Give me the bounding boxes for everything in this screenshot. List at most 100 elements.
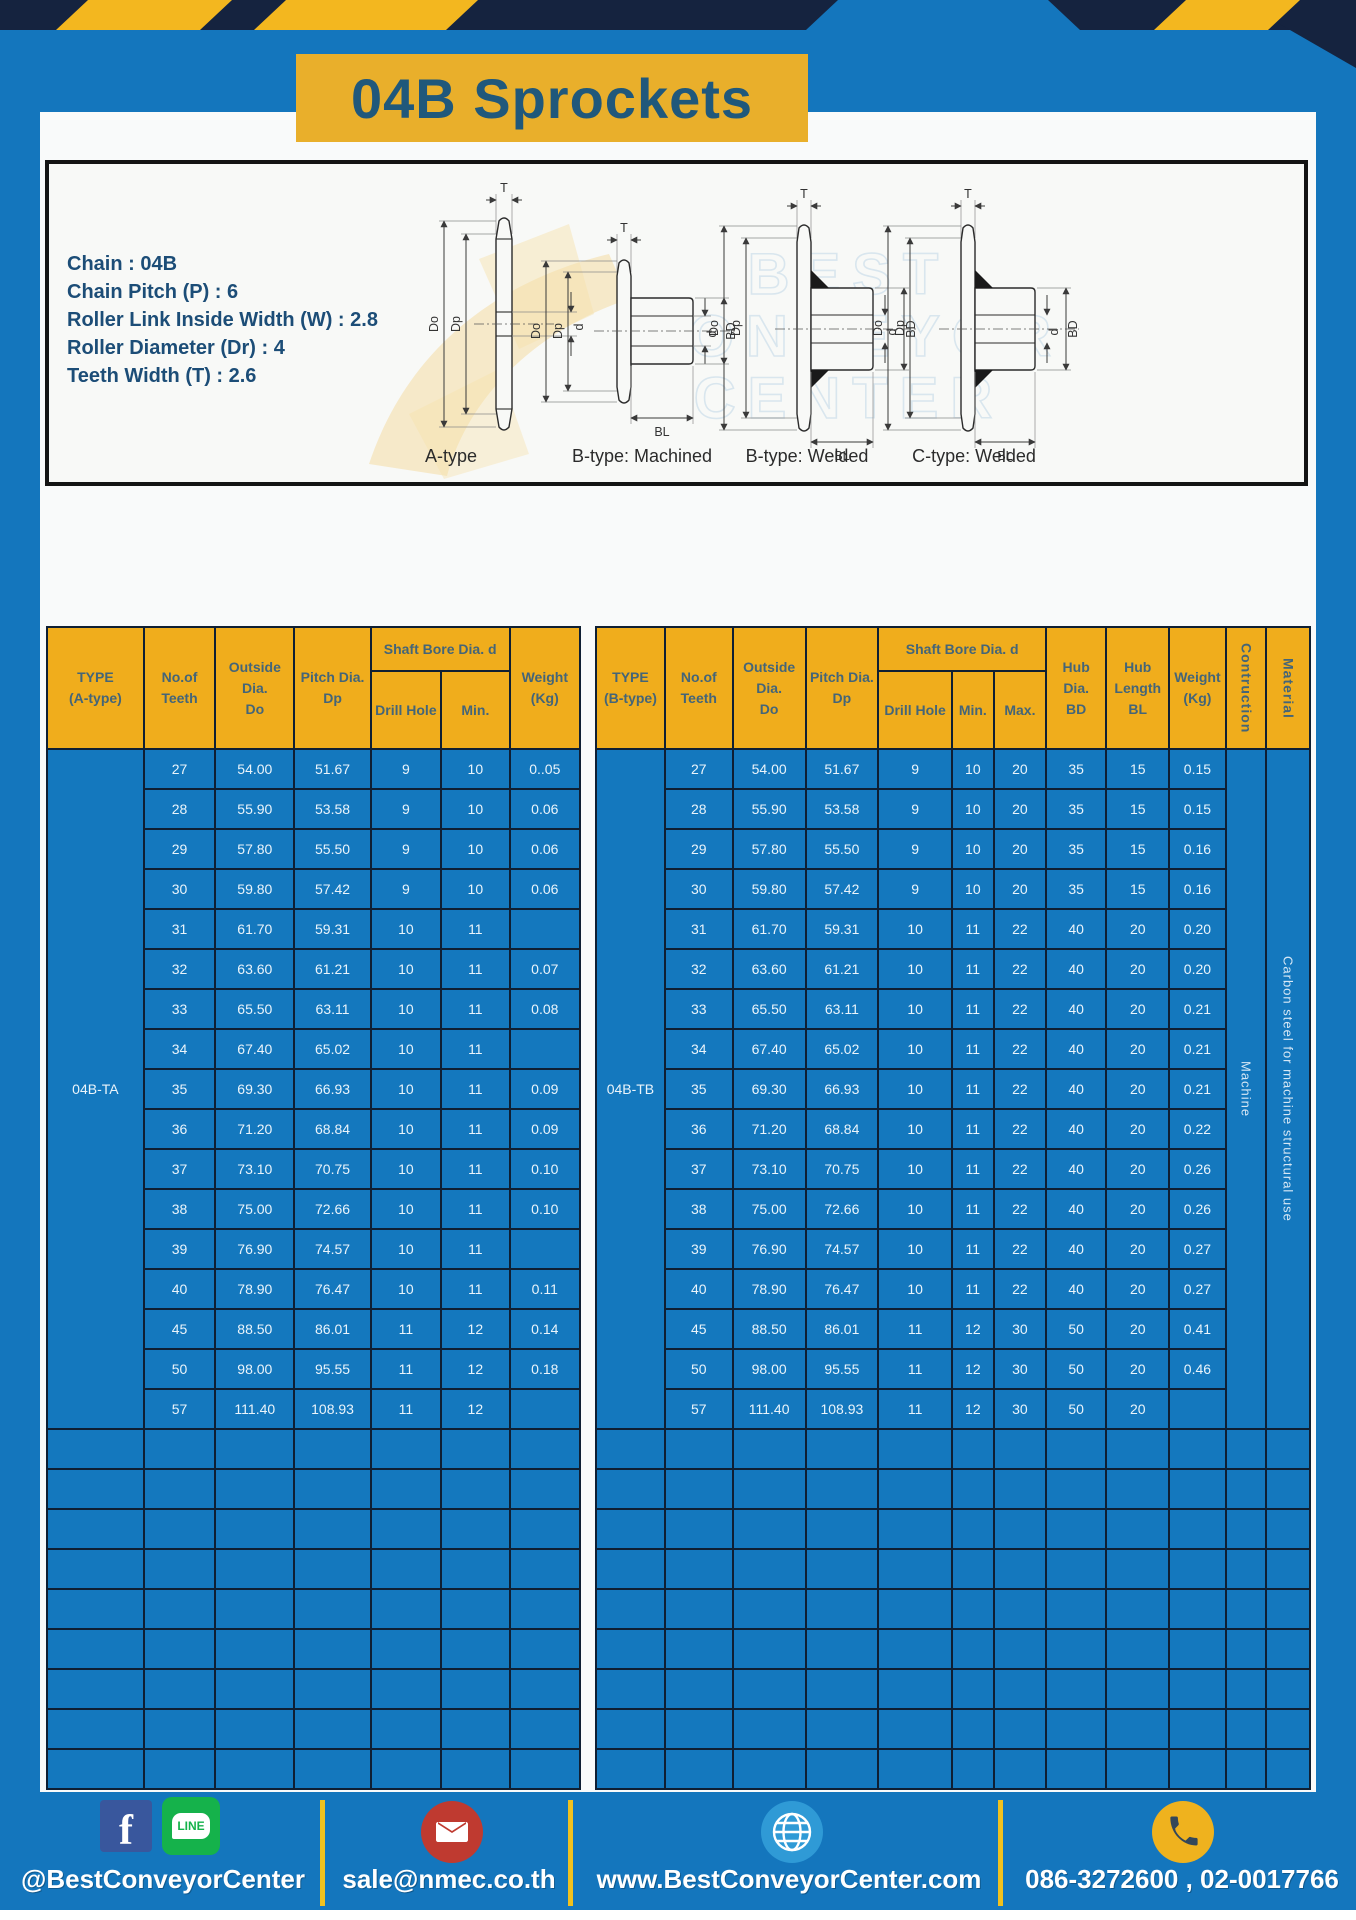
cell-hub-length: 20 [1107, 990, 1169, 1028]
cell-hub-dia: 50 [1047, 1310, 1106, 1348]
spec-line: Teeth Width (T) : 2.6 [67, 365, 257, 387]
cell-drill-hole: 10 [879, 1030, 951, 1068]
empty-cell [371, 1510, 441, 1548]
cell-hub-length: 20 [1107, 950, 1169, 988]
cell-min: 11 [952, 910, 993, 948]
empty-cell [879, 1630, 951, 1668]
empty-cell [597, 1670, 664, 1708]
cell-pitch-dia: 55.50 [806, 830, 878, 868]
cell-outside-dia: 78.90 [733, 1270, 805, 1308]
col-header-hub-length: Hub Length BL [1107, 628, 1169, 748]
empty-cell [952, 1630, 993, 1668]
svg-text:d: d [572, 323, 586, 330]
diagram-b-machined: Do Dp T d BD BL [529, 221, 738, 439]
empty-cell [442, 1590, 509, 1628]
website-url: www.BestConveyorCenter.com [596, 1864, 982, 1894]
empty-cell [510, 1670, 579, 1708]
cell-hub-length: 20 [1107, 1030, 1169, 1068]
empty-cell [1107, 1470, 1169, 1508]
cell-pitch-dia: 51.67 [806, 750, 878, 788]
cell-max: 30 [994, 1350, 1046, 1388]
cell-min: 10 [442, 750, 509, 788]
empty-cell [48, 1750, 143, 1788]
cell-teeth: 30 [144, 870, 215, 908]
mail-icon [421, 1801, 483, 1863]
empty-cell [295, 1470, 370, 1508]
cell-max: 22 [994, 1230, 1046, 1268]
b-type-table: TYPE (B-type) No.of Teeth Outside Dia. D… [595, 626, 1311, 1790]
spec-line: Chain Pitch (P) : 6 [67, 281, 239, 303]
facebook-icon: f [100, 1800, 152, 1852]
cell-hub-dia: 35 [1047, 870, 1106, 908]
cell-hub-dia: 40 [1047, 1070, 1106, 1108]
col-header-teeth: No.of Teeth [665, 628, 732, 748]
cell-drill-hole: 9 [371, 790, 441, 828]
svg-text:T: T [964, 187, 972, 201]
cell-max: 22 [994, 1190, 1046, 1228]
empty-cell [665, 1670, 732, 1708]
empty-cell [442, 1510, 509, 1548]
cell-min: 11 [442, 1150, 509, 1188]
empty-cell [733, 1550, 805, 1588]
spec-line: Roller Link Inside Width (W) : 2.8 [67, 309, 378, 331]
empty-cell [1226, 1630, 1266, 1668]
empty-cell [597, 1750, 664, 1788]
cell-teeth: 39 [665, 1230, 732, 1268]
cell-hub-length: 20 [1107, 1310, 1169, 1348]
empty-cell [48, 1710, 143, 1748]
cell-min: 11 [442, 1110, 509, 1148]
empty-cell [216, 1470, 294, 1508]
cell-teeth: 50 [665, 1350, 732, 1388]
construction-merged-cell: Machine [1226, 750, 1266, 1428]
cell-pitch-dia: 51.67 [295, 750, 370, 788]
cell-max: 22 [994, 990, 1046, 1028]
empty-cell [879, 1550, 951, 1588]
cell-min: 11 [442, 950, 509, 988]
cell-max: 30 [994, 1310, 1046, 1348]
cell-weight [510, 1230, 579, 1268]
empty-cell [1267, 1510, 1309, 1548]
cell-outside-dia: 71.20 [733, 1110, 805, 1148]
cell-hub-dia: 40 [1047, 1110, 1106, 1148]
phone-numbers: 086-3272600 , 02-0017766 [1025, 1864, 1339, 1894]
cell-pitch-dia: 57.42 [806, 870, 878, 908]
cell-outside-dia: 88.50 [733, 1310, 805, 1348]
cell-max: 22 [994, 910, 1046, 948]
title-banner: 04B Sprockets [296, 54, 808, 142]
cell-weight: 0.07 [510, 950, 579, 988]
cell-pitch-dia: 57.42 [295, 870, 370, 908]
cell-drill-hole: 10 [371, 1230, 441, 1268]
cell-max: 20 [994, 750, 1046, 788]
empty-cell [442, 1710, 509, 1748]
empty-cell [48, 1470, 143, 1508]
empty-cell [144, 1470, 215, 1508]
cell-drill-hole: 9 [879, 750, 951, 788]
cell-min: 10 [952, 830, 993, 868]
empty-cell [442, 1630, 509, 1668]
cell-pitch-dia: 66.93 [295, 1070, 370, 1108]
cell-hub-dia: 35 [1047, 790, 1106, 828]
b-type-table-body: 04B-TB Machine Carbon steel for machine … [597, 750, 1309, 1428]
cell-min: 11 [952, 1030, 993, 1068]
cell-drill-hole: 10 [879, 910, 951, 948]
empty-cell [1267, 1670, 1309, 1708]
cell-outside-dia: 69.30 [216, 1070, 294, 1108]
cell-teeth: 32 [665, 950, 732, 988]
empty-cell [510, 1550, 579, 1588]
svg-text:d: d [885, 328, 899, 335]
cell-drill-hole: 10 [371, 950, 441, 988]
cell-weight: 0.16 [1170, 830, 1225, 868]
watermark-logo: BEST CONVEYOR CENTER [369, 224, 1052, 479]
type-merged-cell: 04B-TB [597, 750, 664, 1428]
cell-min: 10 [952, 790, 993, 828]
svg-text:Dp: Dp [729, 320, 743, 336]
cell-hub-length: 20 [1107, 1150, 1169, 1188]
cell-outside-dia: 63.60 [733, 950, 805, 988]
empty-cell [1047, 1710, 1106, 1748]
cell-weight: 0.10 [510, 1150, 579, 1188]
empty-cell [665, 1470, 732, 1508]
empty-cell [1226, 1710, 1266, 1748]
empty-cell [1170, 1510, 1225, 1548]
cell-weight [510, 1390, 579, 1428]
diagram-c-welded: Do Dp T d BD BL [871, 187, 1080, 463]
